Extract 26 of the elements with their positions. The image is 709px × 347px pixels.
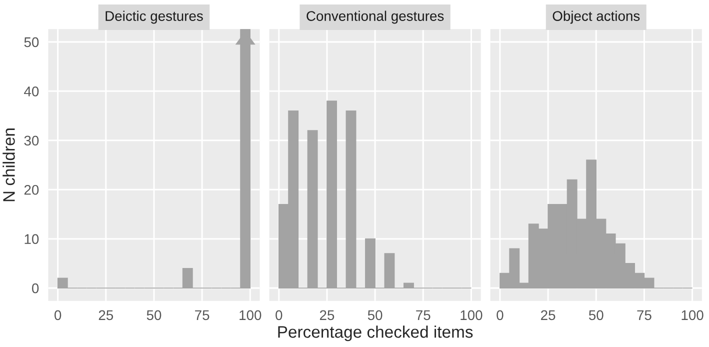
chart-title: Deictic gestures (106, 10, 203, 24)
x-tick-label: 75 (637, 310, 652, 320)
y-tick-label: 20 (24, 184, 39, 195)
x-tick-label: 25 (98, 310, 114, 320)
chart-title: Conventional gestures (306, 10, 444, 24)
y-tick-label: 50 (24, 37, 39, 48)
x-tick-label: 25 (320, 310, 334, 320)
x-tick-label: 75 (195, 310, 210, 320)
x-tick-label: 0 (54, 310, 62, 320)
x-tick-label: 0 (496, 310, 504, 320)
y-tick-label: 30 (24, 136, 39, 146)
x-tick-label: 100 (460, 310, 482, 320)
x-tick-label: 50 (146, 310, 162, 320)
y-axis-title: N children (2, 128, 15, 202)
x-tick-label: 100 (682, 310, 704, 320)
x-tick-label: 50 (368, 310, 382, 320)
x-tick-label: 25 (541, 310, 556, 320)
chart-title: Object actions (552, 10, 640, 24)
x-axis-title: Percentage checked items (278, 326, 473, 342)
x-tick-label: 50 (588, 310, 604, 320)
x-tick-label: 100 (240, 310, 262, 320)
y-tick-label: 10 (24, 234, 39, 244)
y-tick-label: 40 (24, 86, 39, 96)
x-tick-label: 75 (416, 310, 430, 320)
y-tick-label: 0 (32, 283, 39, 294)
x-tick-label: 0 (276, 310, 282, 320)
